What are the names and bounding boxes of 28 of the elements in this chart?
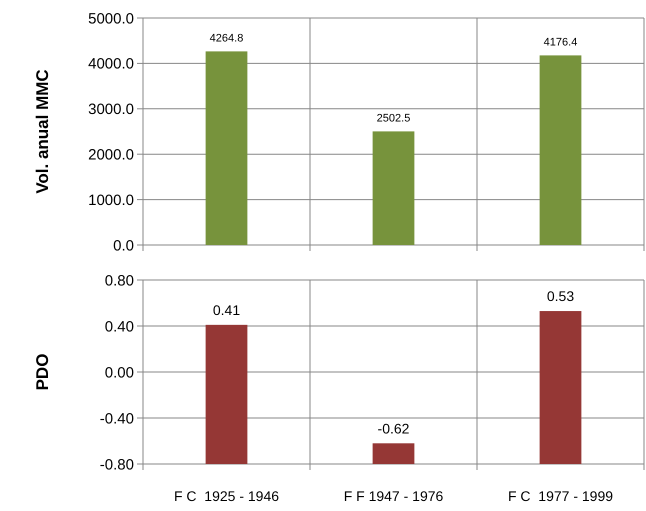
y-axis-title: Vol. anual MMC — [33, 69, 52, 194]
y-axis-title: PDO — [33, 354, 52, 390]
y-tick-label: 5000.0 — [88, 10, 134, 28]
data-label: -0.62 — [378, 420, 410, 436]
y-tick-label: 0.40 — [104, 318, 134, 336]
y-tick-label: -0.80 — [100, 456, 134, 474]
bar — [372, 131, 414, 245]
y-tick-label: 0.00 — [104, 364, 134, 382]
data-label: 0.41 — [212, 302, 240, 318]
y-tick-label: 2000.0 — [88, 146, 134, 164]
x-tick-label: F C 1977 - 1999 — [508, 488, 614, 504]
y-tick-label: 0.0 — [113, 237, 134, 254]
bar — [540, 311, 582, 464]
y-tick-label: 1000.0 — [88, 192, 134, 209]
y-tick-label: 0.80 — [104, 272, 134, 290]
data-label: 0.53 — [546, 288, 574, 304]
bar — [540, 55, 582, 245]
data-label: 4264.8 — [210, 32, 244, 44]
bar — [206, 324, 248, 464]
bar — [372, 443, 414, 464]
x-tick-label: F C 1925 - 1946 — [174, 488, 280, 504]
x-tick-label: F F 1947 - 1976 — [344, 488, 444, 504]
data-label: 4176.4 — [544, 36, 578, 48]
bar — [206, 51, 248, 245]
y-tick-label: -0.40 — [100, 410, 134, 428]
y-tick-label: 3000.0 — [88, 101, 134, 118]
y-tick-label: 4000.0 — [88, 56, 134, 73]
data-label: 2502.5 — [376, 112, 410, 124]
